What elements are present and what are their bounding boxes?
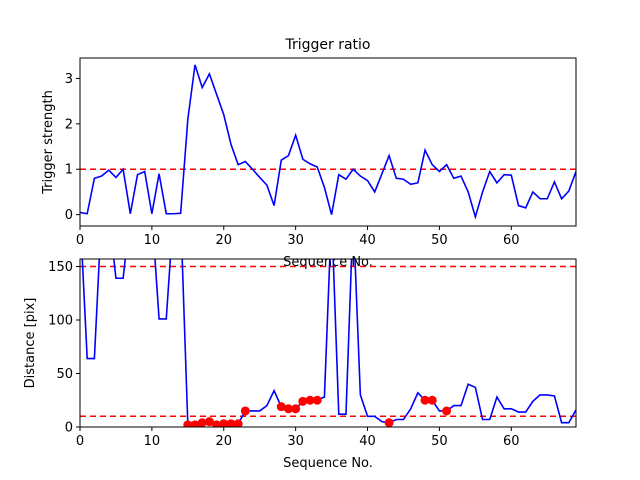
y-tick-label: 150 xyxy=(48,260,73,275)
x-tick-label: 40 xyxy=(359,233,376,248)
chart-bottom-markers xyxy=(183,395,452,427)
x-tick-label: 30 xyxy=(287,434,304,449)
chart-top-frame xyxy=(79,57,577,227)
x-tick-label: 10 xyxy=(144,434,161,449)
marker-point xyxy=(226,419,236,427)
chart-bottom-xlabel: Sequence No. xyxy=(283,456,373,471)
marker-point xyxy=(312,395,322,405)
chart-bottom-frame xyxy=(79,258,577,428)
marker-point xyxy=(240,406,250,416)
x-tick-label: 20 xyxy=(215,434,232,449)
x-tick-label: 60 xyxy=(503,434,520,449)
marker-point xyxy=(183,420,193,427)
x-tick-label: 20 xyxy=(215,233,232,248)
marker-point xyxy=(276,402,286,412)
marker-point xyxy=(197,418,207,427)
marker-point xyxy=(190,420,200,427)
chart-bottom-series-line xyxy=(81,259,576,426)
marker-point xyxy=(420,395,430,405)
y-tick-label: 0 xyxy=(65,208,73,223)
marker-point xyxy=(212,420,222,427)
x-tick-label: 40 xyxy=(359,434,376,449)
chart-top-ylabel: Trigger strength xyxy=(41,90,56,195)
marker-point xyxy=(291,404,301,414)
y-tick-label: 50 xyxy=(56,367,73,382)
marker-point xyxy=(283,404,293,414)
chart-top-title: Trigger ratio xyxy=(284,37,370,53)
marker-point xyxy=(219,419,229,427)
y-tick-label: 0 xyxy=(65,421,73,436)
x-tick-label: 50 xyxy=(431,233,448,248)
y-tick-label: 1 xyxy=(65,163,73,178)
chart-top-ticks: 0 10 20 30 40 50 60 0 1 2 3 xyxy=(65,72,520,248)
marker-point xyxy=(384,418,394,427)
marker-point xyxy=(442,406,452,416)
x-tick-label: 0 xyxy=(76,233,84,248)
chart-bottom-ticks: 0 10 20 30 40 50 60 0 50 100 150 xyxy=(48,260,519,449)
chart-top-plot-area xyxy=(80,64,576,220)
marker-point xyxy=(427,395,437,405)
chart-top-xlabel: Sequence No. xyxy=(283,255,373,270)
marker-point xyxy=(305,395,315,405)
marker-point xyxy=(204,417,214,427)
chart-top-series-line xyxy=(80,64,576,220)
x-tick-label: 10 xyxy=(144,233,161,248)
x-tick-label: 30 xyxy=(287,233,304,248)
chart-bottom: 0 10 20 30 40 50 60 0 50 100 150 Distance [pix] Se… xyxy=(23,258,577,471)
y-tick-label: 3 xyxy=(65,72,73,87)
x-tick-label: 50 xyxy=(431,434,448,449)
chart-bottom-ylabel: Distance [pix] xyxy=(23,298,38,389)
y-tick-label: 100 xyxy=(48,313,73,328)
x-tick-label: 0 xyxy=(76,434,84,449)
marker-point xyxy=(298,396,308,406)
x-tick-label: 60 xyxy=(503,233,520,248)
marker-point xyxy=(233,419,243,427)
y-tick-label: 2 xyxy=(65,117,73,132)
chart-bottom-plot-area xyxy=(80,259,576,427)
